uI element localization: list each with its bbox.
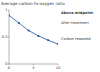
y-tick-label: 0.5 <box>2 35 8 39</box>
y-tick <box>8 64 9 65</box>
series-point <box>57 43 58 45</box>
plot-area <box>9 14 58 45</box>
title: Average carbon-to-oxygen ratio <box>1 1 65 6</box>
series-point <box>47 39 49 41</box>
y-tick-label: 1 <box>5 8 7 12</box>
x-tick-label: 10 <box>56 66 61 70</box>
x-axis <box>9 64 58 65</box>
series-line <box>9 15 58 44</box>
series-point <box>37 35 39 37</box>
series-point <box>9 14 10 16</box>
y-tick <box>8 37 9 38</box>
y-tick <box>8 10 9 11</box>
x-tick-label: 0 <box>8 66 11 70</box>
y-axis <box>9 10 10 64</box>
x-tick-label: 5 <box>32 66 34 70</box>
series-point <box>28 30 30 32</box>
annotation: Carbon resealed <box>61 37 90 41</box>
chart-root: Average carbon-to-oxygen ratio00.510510A… <box>0 0 100 72</box>
legend-label: Above midpoint <box>61 11 93 15</box>
chart-svg: Average carbon-to-oxygen ratio00.510510A… <box>0 0 100 72</box>
series-point <box>18 22 20 24</box>
annotation: After treatment <box>61 21 89 25</box>
